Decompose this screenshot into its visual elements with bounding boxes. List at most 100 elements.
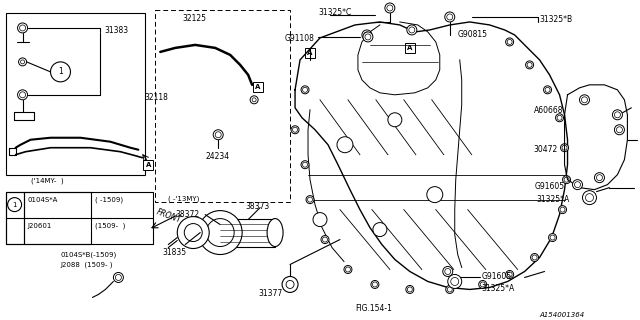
Circle shape	[479, 280, 486, 288]
Bar	[156, 10, 290, 202]
Circle shape	[573, 180, 582, 190]
Circle shape	[595, 173, 604, 183]
Text: 31383: 31383	[104, 26, 129, 35]
Text: G91605: G91605	[482, 272, 512, 282]
Circle shape	[575, 182, 580, 188]
Text: A: A	[146, 162, 151, 168]
Circle shape	[303, 162, 308, 167]
Circle shape	[564, 177, 569, 182]
Circle shape	[282, 276, 298, 292]
Text: ('14MY-  ): ('14MY- )	[31, 178, 63, 184]
Circle shape	[532, 255, 537, 260]
Circle shape	[301, 86, 309, 94]
Text: 38372: 38372	[175, 210, 200, 219]
Circle shape	[451, 277, 459, 285]
Circle shape	[388, 113, 402, 127]
Circle shape	[337, 137, 353, 153]
Circle shape	[373, 223, 387, 236]
Circle shape	[480, 282, 485, 287]
Circle shape	[582, 191, 596, 204]
Circle shape	[445, 12, 455, 22]
Circle shape	[177, 217, 209, 249]
Text: 24234: 24234	[205, 152, 229, 161]
Circle shape	[291, 126, 299, 134]
Text: 32118: 32118	[145, 93, 168, 102]
Circle shape	[409, 27, 415, 33]
Text: J2088  (1509- ): J2088 (1509- )	[61, 261, 113, 268]
Circle shape	[561, 144, 568, 152]
Circle shape	[303, 87, 308, 92]
Circle shape	[562, 145, 567, 150]
Text: 31325*A: 31325*A	[536, 195, 570, 204]
Circle shape	[560, 207, 565, 212]
Circle shape	[550, 235, 555, 240]
Bar	[6, 13, 145, 175]
Circle shape	[531, 253, 539, 261]
Circle shape	[250, 96, 258, 104]
Circle shape	[447, 287, 452, 292]
Text: FRONT: FRONT	[156, 208, 183, 225]
Circle shape	[427, 187, 443, 203]
Circle shape	[545, 87, 550, 92]
Text: A: A	[255, 84, 261, 90]
Text: 31835: 31835	[163, 248, 186, 257]
Circle shape	[525, 61, 534, 69]
Circle shape	[115, 275, 122, 280]
Circle shape	[507, 39, 512, 44]
Circle shape	[363, 32, 373, 42]
Circle shape	[586, 194, 593, 202]
Circle shape	[344, 266, 352, 274]
Text: FIG.154-1: FIG.154-1	[355, 304, 392, 313]
Circle shape	[301, 161, 309, 169]
Circle shape	[362, 30, 372, 40]
Ellipse shape	[267, 219, 283, 246]
Circle shape	[198, 211, 242, 254]
Circle shape	[557, 115, 562, 120]
Circle shape	[286, 280, 294, 288]
Text: A60668: A60668	[534, 106, 563, 115]
Circle shape	[17, 23, 28, 33]
Circle shape	[448, 275, 461, 288]
Circle shape	[614, 125, 625, 135]
Text: ( -1509): ( -1509)	[95, 196, 124, 203]
Text: 0104S*B(-1509): 0104S*B(-1509)	[61, 252, 116, 258]
Bar	[24, 192, 92, 244]
Circle shape	[559, 206, 566, 213]
Text: G91605: G91605	[534, 182, 564, 191]
Text: J20601: J20601	[28, 223, 52, 228]
Circle shape	[596, 175, 602, 181]
Circle shape	[313, 212, 327, 227]
Text: 32125: 32125	[182, 14, 206, 23]
Circle shape	[406, 285, 414, 293]
Circle shape	[20, 92, 26, 98]
Circle shape	[443, 267, 452, 276]
Circle shape	[614, 112, 620, 118]
Bar	[143, 160, 154, 170]
Circle shape	[364, 32, 370, 38]
Circle shape	[385, 3, 395, 13]
Circle shape	[292, 127, 298, 132]
Circle shape	[306, 196, 314, 204]
Bar	[6, 192, 24, 244]
Circle shape	[365, 34, 371, 40]
Circle shape	[184, 224, 202, 242]
Circle shape	[321, 236, 329, 244]
Text: 31377: 31377	[258, 290, 282, 299]
Circle shape	[548, 234, 557, 242]
Circle shape	[447, 14, 452, 20]
Circle shape	[616, 127, 623, 133]
Text: G90815: G90815	[458, 30, 488, 39]
Circle shape	[527, 62, 532, 68]
Text: 1: 1	[58, 68, 63, 76]
Circle shape	[556, 114, 564, 122]
Circle shape	[445, 268, 451, 275]
Bar	[253, 82, 263, 92]
Circle shape	[543, 86, 552, 94]
Text: 31325*B: 31325*B	[540, 15, 573, 24]
Circle shape	[387, 5, 393, 11]
Circle shape	[113, 272, 124, 283]
Bar	[305, 48, 315, 58]
Circle shape	[579, 95, 589, 105]
Text: A: A	[307, 50, 313, 56]
Circle shape	[407, 287, 412, 292]
